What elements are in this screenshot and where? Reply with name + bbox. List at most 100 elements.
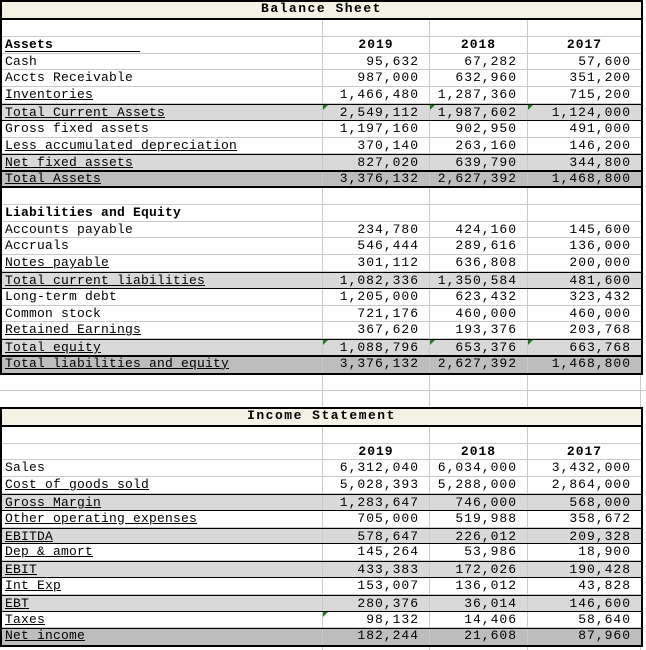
cell-value-2018-dep-amort[interactable]: 53,986 xyxy=(430,544,528,561)
cell-value-2018-taxes[interactable]: 14,406 xyxy=(430,611,528,628)
cell-value-2019-int-exp[interactable]: 153,007 xyxy=(323,577,430,594)
cell-value-2019-common-stock[interactable]: 721,176 xyxy=(323,305,430,322)
cell-year-header-2018-blank[interactable]: 2018 xyxy=(430,443,528,460)
cell-value-2018-total-liabilities-and-equity[interactable]: 2,627,392 xyxy=(430,356,528,373)
cell-value-2018-total-equity[interactable]: 653,376 xyxy=(430,340,528,355)
cell-label-long-term-debt[interactable]: Long-term debt xyxy=(2,288,323,305)
cell-value-2019-blank[interactable] xyxy=(323,187,430,204)
cell-value-2018-ebt[interactable]: 36,014 xyxy=(430,595,528,611)
cell-value-2018-accounts-payable[interactable]: 424,160 xyxy=(430,221,528,238)
cell-label-cost-of-goods-sold[interactable]: Cost of goods sold xyxy=(2,477,323,493)
cell-year-header-2019-blank[interactable]: 2019 xyxy=(323,443,430,460)
cell-value-2018-inventories[interactable]: 1,287,360 xyxy=(430,87,528,103)
cell-year-header-2017-blank[interactable]: 2017 xyxy=(528,444,641,460)
empty-cell[interactable] xyxy=(528,390,641,407)
cell-value-2017-taxes[interactable]: 58,640 xyxy=(528,612,641,628)
cell-value-2017-ebt[interactable]: 146,600 xyxy=(528,596,641,611)
cell-label-total-equity[interactable]: Total equity xyxy=(2,340,323,355)
cell-value-2018-gross-margin[interactable]: 746,000 xyxy=(430,494,528,510)
cell-label-accruals[interactable]: Accruals xyxy=(2,238,323,255)
cell-value-2018-long-term-debt[interactable]: 623,432 xyxy=(430,288,528,305)
cell-year-header-2018-assets[interactable]: 2018 xyxy=(430,36,528,53)
cell-value-2018-blank[interactable] xyxy=(430,187,528,204)
cell-value-2019-blank[interactable] xyxy=(323,426,430,443)
cell-value-2019-ebt[interactable]: 280,376 xyxy=(323,595,430,611)
cell-label-total-current-liabilities[interactable]: Total current liabilities xyxy=(2,272,323,288)
cell-value-2019-inventories[interactable]: 1,466,480 xyxy=(323,87,430,103)
cell-value-2019-gross-fixed-assets[interactable]: 1,197,160 xyxy=(323,120,430,137)
cell-label-ebitda[interactable]: EBITDA xyxy=(2,528,323,544)
cell-label-accts-receivable[interactable]: Accts Receivable xyxy=(2,70,323,87)
cell-label-liabilities-and-equity[interactable]: Liabilities and Equity xyxy=(2,204,323,221)
cell-label-retained-earnings[interactable]: Retained Earnings xyxy=(2,322,323,339)
cell-value-2017-blank[interactable] xyxy=(528,188,641,204)
cell-value-2019-liabilities-and-equity[interactable] xyxy=(323,204,430,221)
cell-year-header-2019-assets[interactable]: 2019 xyxy=(323,36,430,53)
cell-value-2018-accts-receivable[interactable]: 632,960 xyxy=(430,70,528,87)
empty-cell[interactable] xyxy=(0,390,323,407)
cell-value-2017-long-term-debt[interactable]: 323,432 xyxy=(528,289,641,305)
empty-cell[interactable] xyxy=(430,374,528,390)
cell-value-2019-total-equity[interactable]: 1,088,796 xyxy=(323,340,430,355)
cell-value-2019-less-accumulated-depreciation[interactable]: 370,140 xyxy=(323,137,430,154)
cell-value-2019-total-liabilities-and-equity[interactable]: 3,376,132 xyxy=(323,356,430,373)
cell-label-int-exp[interactable]: Int Exp xyxy=(2,577,323,594)
cell-value-2018-int-exp[interactable]: 136,012 xyxy=(430,577,528,594)
cell-value-2017-int-exp[interactable]: 43,828 xyxy=(528,578,641,594)
cell-value-2019-ebit[interactable]: 433,383 xyxy=(323,562,430,577)
empty-cell[interactable] xyxy=(0,374,323,390)
cell-value-2017-accts-receivable[interactable]: 351,200 xyxy=(528,70,641,86)
cell-value-2018-gross-fixed-assets[interactable]: 902,950 xyxy=(430,120,528,137)
cell-label-blank[interactable] xyxy=(2,443,323,460)
cell-value-2017-notes-payable[interactable]: 200,000 xyxy=(528,255,641,271)
cell-value-2019-net-fixed-assets[interactable]: 827,020 xyxy=(323,155,430,171)
cell-label-inventories[interactable]: Inventories xyxy=(2,87,323,103)
empty-cell[interactable] xyxy=(528,374,641,390)
cell-value-2018-net-income[interactable]: 21,608 xyxy=(430,629,528,646)
cell-value-2017-dep-amort[interactable]: 18,900 xyxy=(528,544,641,560)
cell-value-2017-net-income[interactable]: 87,960 xyxy=(528,629,641,645)
cell-value-2018-total-current-liabilities[interactable]: 1,350,584 xyxy=(430,272,528,288)
cell-value-2018-sales[interactable]: 6,034,000 xyxy=(430,460,528,477)
cell-value-2017-inventories[interactable]: 715,200 xyxy=(528,87,641,103)
cell-label-net-fixed-assets[interactable]: Net fixed assets xyxy=(2,155,323,171)
cell-value-2018-other-operating-expenses[interactable]: 519,988 xyxy=(430,510,528,527)
cell-label-total-liabilities-and-equity[interactable]: Total liabilities and equity xyxy=(2,356,323,373)
empty-cell[interactable] xyxy=(323,390,430,407)
cell-value-2017-retained-earnings[interactable]: 203,768 xyxy=(528,322,641,338)
cell-value-2017-blank[interactable] xyxy=(528,20,641,36)
cell-value-2017-total-assets[interactable]: 1,468,800 xyxy=(528,172,641,186)
cell-label-cash[interactable]: Cash xyxy=(2,53,323,70)
income-statement-title-cell[interactable]: Income Statement xyxy=(2,408,641,427)
cell-label-less-accumulated-depreciation[interactable]: Less accumulated depreciation xyxy=(2,137,323,154)
cell-label-total-current-assets[interactable]: Total Current Assets xyxy=(2,104,323,120)
cell-value-2019-retained-earnings[interactable]: 367,620 xyxy=(323,322,430,339)
cell-value-2017-total-liabilities-and-equity[interactable]: 1,468,800 xyxy=(528,357,641,373)
cell-value-2019-cash[interactable]: 95,632 xyxy=(323,53,430,70)
cell-value-2017-less-accumulated-depreciation[interactable]: 146,200 xyxy=(528,138,641,154)
cell-value-2017-ebitda[interactable]: 209,328 xyxy=(528,529,641,544)
cell-value-2017-common-stock[interactable]: 460,000 xyxy=(528,306,641,322)
cell-value-2018-cost-of-goods-sold[interactable]: 5,288,000 xyxy=(430,477,528,493)
cell-value-2017-total-equity[interactable]: 663,768 xyxy=(528,340,641,355)
cell-value-2019-taxes[interactable]: 98,132 xyxy=(323,611,430,628)
cell-label-ebit[interactable]: EBIT xyxy=(2,562,323,577)
empty-cell[interactable] xyxy=(323,374,430,390)
cell-label-blank[interactable] xyxy=(2,187,323,204)
cell-label-total-assets[interactable]: Total Assets xyxy=(2,172,323,186)
cell-value-2019-accruals[interactable]: 546,444 xyxy=(323,238,430,255)
cell-label-assets[interactable]: Assets xyxy=(2,36,323,53)
cell-value-2018-common-stock[interactable]: 460,000 xyxy=(430,305,528,322)
balance-sheet-title-cell[interactable]: Balance Sheet xyxy=(2,2,641,20)
cell-value-2017-net-fixed-assets[interactable]: 344,800 xyxy=(528,155,641,170)
cell-value-2019-total-current-assets[interactable]: 2,549,112 xyxy=(323,104,430,120)
cell-label-notes-payable[interactable]: Notes payable xyxy=(2,255,323,271)
cell-value-2019-notes-payable[interactable]: 301,112 xyxy=(323,255,430,271)
cell-value-2017-other-operating-expenses[interactable]: 358,672 xyxy=(528,511,641,527)
cell-value-2019-dep-amort[interactable]: 145,264 xyxy=(323,544,430,561)
cell-value-2017-accounts-payable[interactable]: 145,600 xyxy=(528,222,641,238)
cell-value-2017-gross-fixed-assets[interactable]: 491,000 xyxy=(528,121,641,137)
cell-value-2017-total-current-assets[interactable]: 1,124,000 xyxy=(528,104,641,120)
cell-value-2017-ebit[interactable]: 190,428 xyxy=(528,562,641,577)
cell-value-2017-gross-margin[interactable]: 568,000 xyxy=(528,495,641,510)
